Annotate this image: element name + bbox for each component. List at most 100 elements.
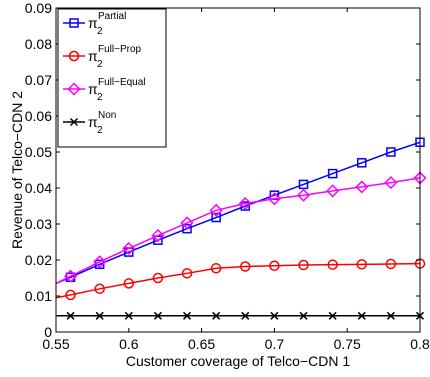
data-point (95, 311, 104, 320)
marker-stroke (357, 311, 366, 320)
data-point (385, 258, 397, 270)
legend-subscript: 2 (97, 92, 103, 103)
data-point (209, 203, 223, 217)
marker-stroke (241, 311, 250, 320)
x-axis-label: Customer coverage of Telco−CDN 1 (126, 353, 350, 369)
y-tick-label: 0.07 (25, 72, 52, 88)
data-point (124, 311, 133, 320)
y-tick-label: 0.09 (25, 0, 52, 16)
marker-stroke (270, 311, 279, 320)
legend-symbol: π (88, 81, 98, 97)
data-point (63, 269, 78, 283)
y-tick-label: 0.02 (25, 252, 52, 268)
y-tick-label: 0.06 (25, 108, 52, 124)
data-point (241, 311, 250, 320)
data-point (183, 311, 192, 320)
data-point (65, 289, 76, 301)
legend-marker (69, 18, 79, 28)
legend-superscript: Full−Equal (98, 77, 146, 88)
data-point (267, 192, 281, 206)
data-point (296, 188, 311, 202)
data-point (269, 260, 280, 272)
y-tick-label: 0.03 (25, 216, 52, 232)
legend-marker (68, 50, 80, 62)
data-point (153, 311, 162, 320)
x-tick-label: 0.7 (265, 336, 285, 352)
data-point (181, 268, 193, 279)
data-point (270, 311, 279, 320)
data-point (384, 176, 398, 190)
legend-superscript: Partial (98, 11, 126, 22)
data-point (326, 184, 340, 198)
data-point (327, 168, 338, 179)
ticks-layer: 0.55 0.6 0.65 0.7 0.75 0.8 0 0.01 0.02 0.03 0.04 0.… (25, 0, 430, 352)
data-point (386, 147, 396, 157)
marker-stroke (212, 311, 221, 320)
legend-entry: π2 Full−Prop (63, 44, 142, 70)
marker-stroke (386, 311, 395, 320)
data-point (298, 179, 309, 190)
plot-frame (55, 7, 421, 333)
legend-marker (69, 117, 79, 127)
series-layer (55, 137, 427, 320)
data-point (386, 311, 395, 320)
y-tick-label: 0.01 (25, 288, 52, 304)
data-point (180, 216, 194, 230)
data-point (299, 311, 308, 320)
data-point (356, 259, 368, 270)
x-tick-label: 0.65 (188, 336, 215, 352)
data-point (238, 196, 252, 211)
legend-marker (67, 82, 81, 96)
legend-subscript: 2 (97, 125, 103, 136)
legend-symbol: π (88, 114, 98, 130)
data-point (182, 223, 192, 234)
marker-stroke (95, 311, 104, 320)
marker-stroke (328, 311, 337, 320)
series-full-equal (55, 171, 427, 285)
data-point (93, 255, 107, 269)
data-point (240, 261, 251, 272)
data-point (211, 212, 221, 223)
data-point (123, 278, 135, 289)
series-non (56, 311, 425, 320)
x-tick-label: 0.55 (42, 336, 69, 352)
legend-superscript: Non (98, 110, 116, 121)
x-tick-label: 0.8 (410, 336, 430, 352)
data-point (327, 259, 338, 270)
data-point (122, 241, 136, 256)
data-point (66, 311, 75, 320)
legend-superscript: Full−Prop (98, 44, 142, 55)
marker-stroke (153, 311, 162, 320)
series-full-prop (55, 258, 426, 301)
y-tick-label: 0 (44, 324, 52, 340)
legend-subscript: 2 (97, 59, 103, 70)
y-tick-label: 0.04 (25, 180, 52, 196)
y-tick-label: 0.05 (25, 144, 52, 160)
marker-stroke (299, 311, 308, 320)
x-tick-label: 0.6 (119, 336, 139, 352)
x-tick-label: 0.75 (334, 336, 361, 352)
data-point (355, 180, 369, 194)
legend-entry: π2 Non (63, 110, 116, 136)
y-axis-label: Revenue of Telco−CDN 2 (9, 91, 25, 249)
data-point (328, 311, 337, 320)
marker-stroke (124, 311, 133, 320)
data-point (152, 272, 164, 284)
marker-stroke (66, 311, 75, 320)
legend-symbol: π (88, 15, 98, 31)
data-point (94, 283, 105, 295)
data-point (357, 158, 367, 168)
marker-stroke (183, 311, 192, 320)
data-point (151, 228, 165, 243)
legend-entry: π2 Full−Equal (63, 77, 146, 103)
data-point (212, 311, 221, 320)
legend-entry: π2 Partial (63, 11, 126, 37)
data-point (210, 263, 222, 274)
legend-subscript: 2 (97, 26, 103, 37)
data-point (298, 259, 309, 271)
legend-symbol: π (88, 48, 98, 64)
marker-stroke (69, 117, 79, 127)
y-tick-label: 0.08 (25, 36, 52, 52)
